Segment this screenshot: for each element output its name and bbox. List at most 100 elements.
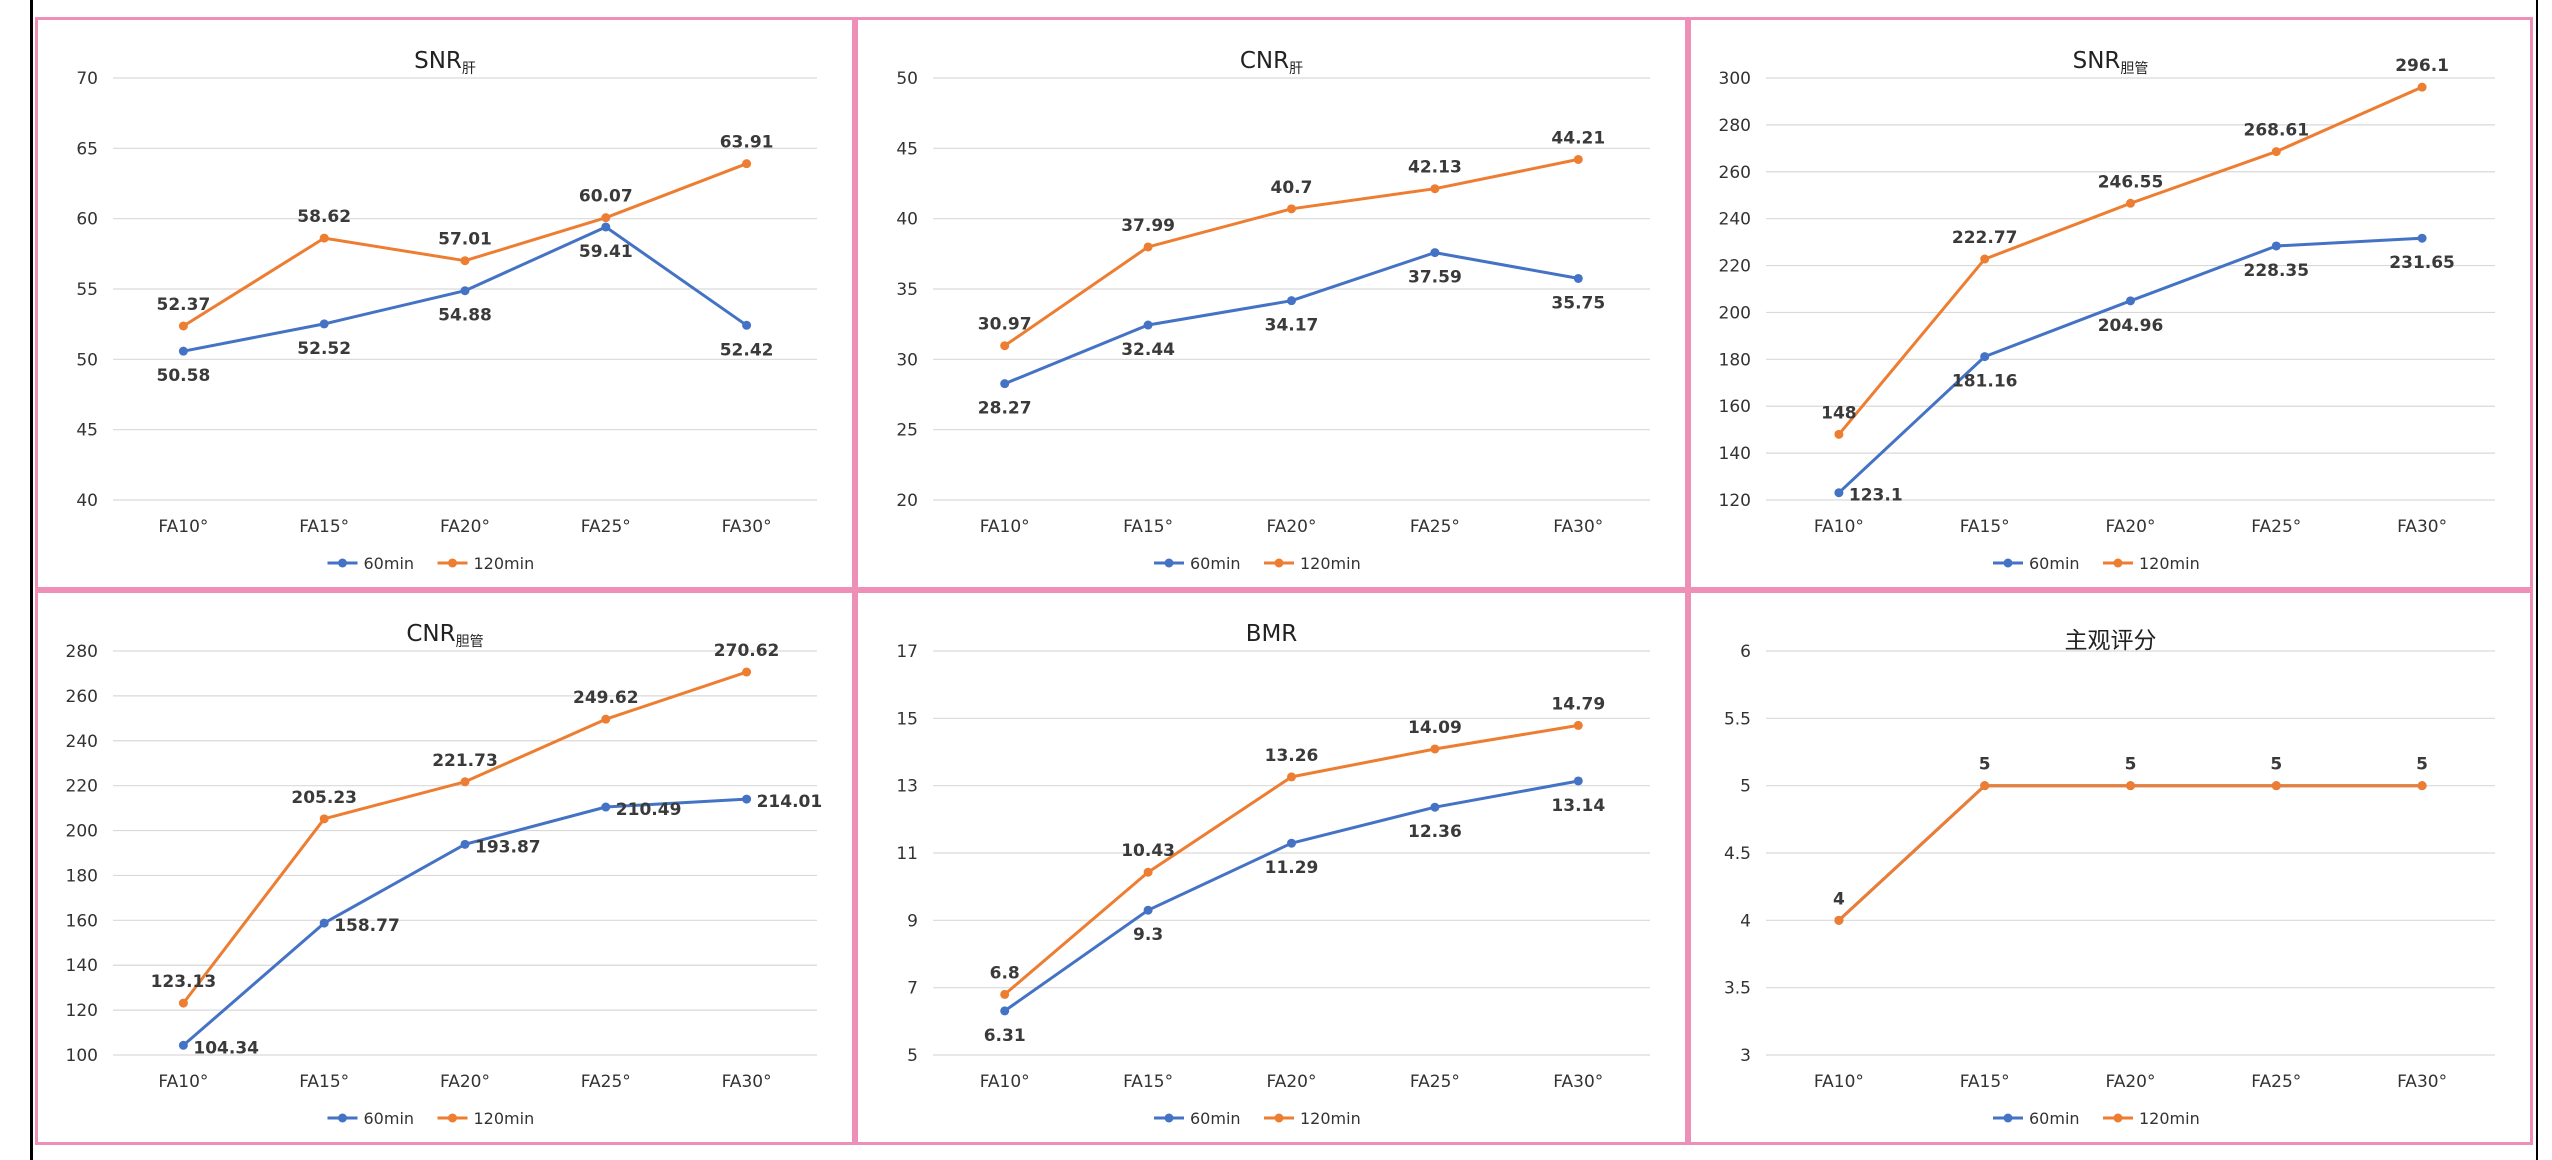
data-label-120min: 37.99 (1121, 216, 1175, 236)
chart-plot: 100 120 140 160 180 200 220 240 260 280 FA10° FA15°… (66, 641, 823, 1128)
data-point-60min (742, 794, 752, 804)
data-label-120min: 268.61 (2243, 121, 2309, 141)
data-point-60min (1143, 320, 1153, 330)
x-tick-label: FA30° (2397, 1072, 2447, 1092)
data-label-120min: 40.7 (1271, 178, 1313, 198)
y-tick-label: 140 (66, 956, 98, 976)
data-label-60min: 52.42 (720, 340, 774, 360)
legend-marker-60min (1164, 1113, 1174, 1123)
y-tick-label: 25 (896, 421, 918, 441)
data-label-60min: 59.41 (579, 242, 633, 262)
data-label-120min: 52.37 (157, 295, 211, 315)
legend-marker-60min (338, 558, 347, 568)
data-point-60min (178, 346, 188, 356)
x-tick-label: FA15° (299, 517, 349, 537)
data-point-120min (2126, 198, 2135, 208)
y-tick-label: 120 (1719, 491, 1751, 511)
y-tick-label: 4.5 (1724, 844, 1751, 864)
legend-label-60min: 60min (364, 1109, 415, 1128)
data-label-60min: 193.87 (475, 837, 541, 857)
data-label-60min: 32.44 (1121, 340, 1175, 360)
y-tick-label: 160 (66, 911, 98, 931)
y-tick-label: 45 (76, 421, 98, 441)
y-tick-label: 5.5 (1724, 709, 1751, 729)
chart-panel-snr-liver: SNR肝 40 45 50 55 60 65 70 FA10° FA15° FA20° FA25° F… (35, 17, 855, 590)
x-tick-label: FA10° (158, 517, 208, 537)
x-tick-label: FA25° (2251, 517, 2301, 537)
legend-label-60min: 60min (2029, 1109, 2080, 1128)
data-label-120min: 6.8 (990, 963, 1020, 983)
data-point-120min (319, 233, 329, 243)
data-point-120min (1287, 772, 1296, 782)
data-label-60min: 210.49 (616, 800, 682, 820)
y-tick-label: 65 (76, 139, 98, 159)
data-point-60min (1000, 379, 1010, 389)
y-tick-label: 200 (66, 822, 98, 842)
y-tick-label: 240 (66, 732, 98, 752)
chart-title-main: CNR (406, 621, 456, 647)
data-label-120min: 63.91 (720, 133, 774, 153)
legend-marker-120min (1274, 558, 1284, 568)
chart-title: BMR (858, 621, 1685, 647)
data-point-120min (1000, 341, 1010, 351)
x-tick-label: FA15° (1960, 1072, 2010, 1092)
chart-title-main: 主观评分 (2064, 628, 2157, 654)
data-point-60min (1143, 905, 1153, 915)
legend-marker-60min (2003, 558, 2013, 568)
data-point-120min (1287, 204, 1296, 214)
y-tick-label: 220 (1719, 257, 1751, 277)
data-label-120min: 5 (2125, 755, 2137, 775)
x-tick-label: FA20° (1267, 517, 1317, 537)
data-label-120min: 4 (1833, 889, 1845, 909)
data-label-60min: 11.29 (1265, 858, 1319, 878)
legend-marker-60min (2003, 1113, 2013, 1123)
chart-title-main: SNR (2072, 48, 2121, 74)
chart-title: SNR胆管 (1691, 48, 2530, 77)
x-tick-label: FA25° (1410, 517, 1460, 537)
data-point-120min (2126, 781, 2135, 791)
y-tick-label: 260 (66, 687, 98, 707)
chart-title-main: CNR (1239, 48, 1290, 74)
data-point-120min (1430, 744, 1440, 754)
chart-title-subscript: 胆管 (455, 634, 484, 650)
y-tick-label: 55 (76, 280, 98, 300)
y-tick-label: 260 (1719, 163, 1751, 183)
chart-panel-cnr-bile-duct: CNR胆管 100 120 140 160 180 200 220 240 260 280 FA10… (35, 590, 855, 1145)
data-label-120min: 10.43 (1121, 841, 1175, 861)
y-tick-label: 5 (907, 1046, 918, 1066)
right-border-line (2536, 0, 2538, 1160)
data-label-60min: 9.3 (1133, 925, 1163, 945)
data-point-60min (178, 1040, 188, 1050)
data-point-60min (601, 222, 611, 232)
data-point-120min (1980, 781, 1990, 791)
y-tick-label: 180 (66, 866, 98, 886)
data-label-60min: 104.34 (193, 1038, 259, 1058)
data-label-120min: 44.21 (1551, 128, 1605, 148)
data-point-120min (601, 213, 611, 223)
data-label-60min: 181.16 (1952, 372, 2018, 392)
data-point-120min (1000, 989, 1010, 999)
x-tick-label: FA30° (1553, 1072, 1603, 1092)
y-tick-label: 45 (896, 139, 918, 159)
data-label-60min: 204.96 (2098, 316, 2164, 336)
data-point-60min (1980, 352, 1990, 362)
data-label-60min: 35.75 (1551, 293, 1605, 313)
x-tick-label: FA25° (1410, 1072, 1460, 1092)
data-label-120min: 30.97 (978, 315, 1032, 335)
legend-label-120min: 120min (2139, 554, 2200, 573)
chart-panel-cnr-liver: CNR肝 20 25 30 35 40 45 50 FA10° FA15° FA20° FA25° F… (855, 17, 1688, 590)
data-label-120min: 5 (1979, 755, 1991, 775)
y-tick-label: 180 (1719, 350, 1751, 370)
data-point-60min (1000, 1006, 1010, 1016)
data-label-60min: 158.77 (334, 916, 400, 936)
legend-marker-120min (448, 558, 457, 568)
data-label-120min: 205.23 (291, 788, 357, 808)
chart-plot: 120 140 160 180 200 220 240 260 280 300 FA10° FA15°… (1719, 56, 2495, 573)
y-tick-label: 120 (66, 1001, 98, 1021)
data-point-60min (742, 320, 752, 330)
y-tick-label: 70 (76, 69, 98, 89)
data-point-120min (460, 256, 470, 266)
data-point-60min (601, 802, 611, 812)
legend-marker-120min (448, 1113, 457, 1123)
x-tick-label: FA10° (158, 1072, 208, 1092)
